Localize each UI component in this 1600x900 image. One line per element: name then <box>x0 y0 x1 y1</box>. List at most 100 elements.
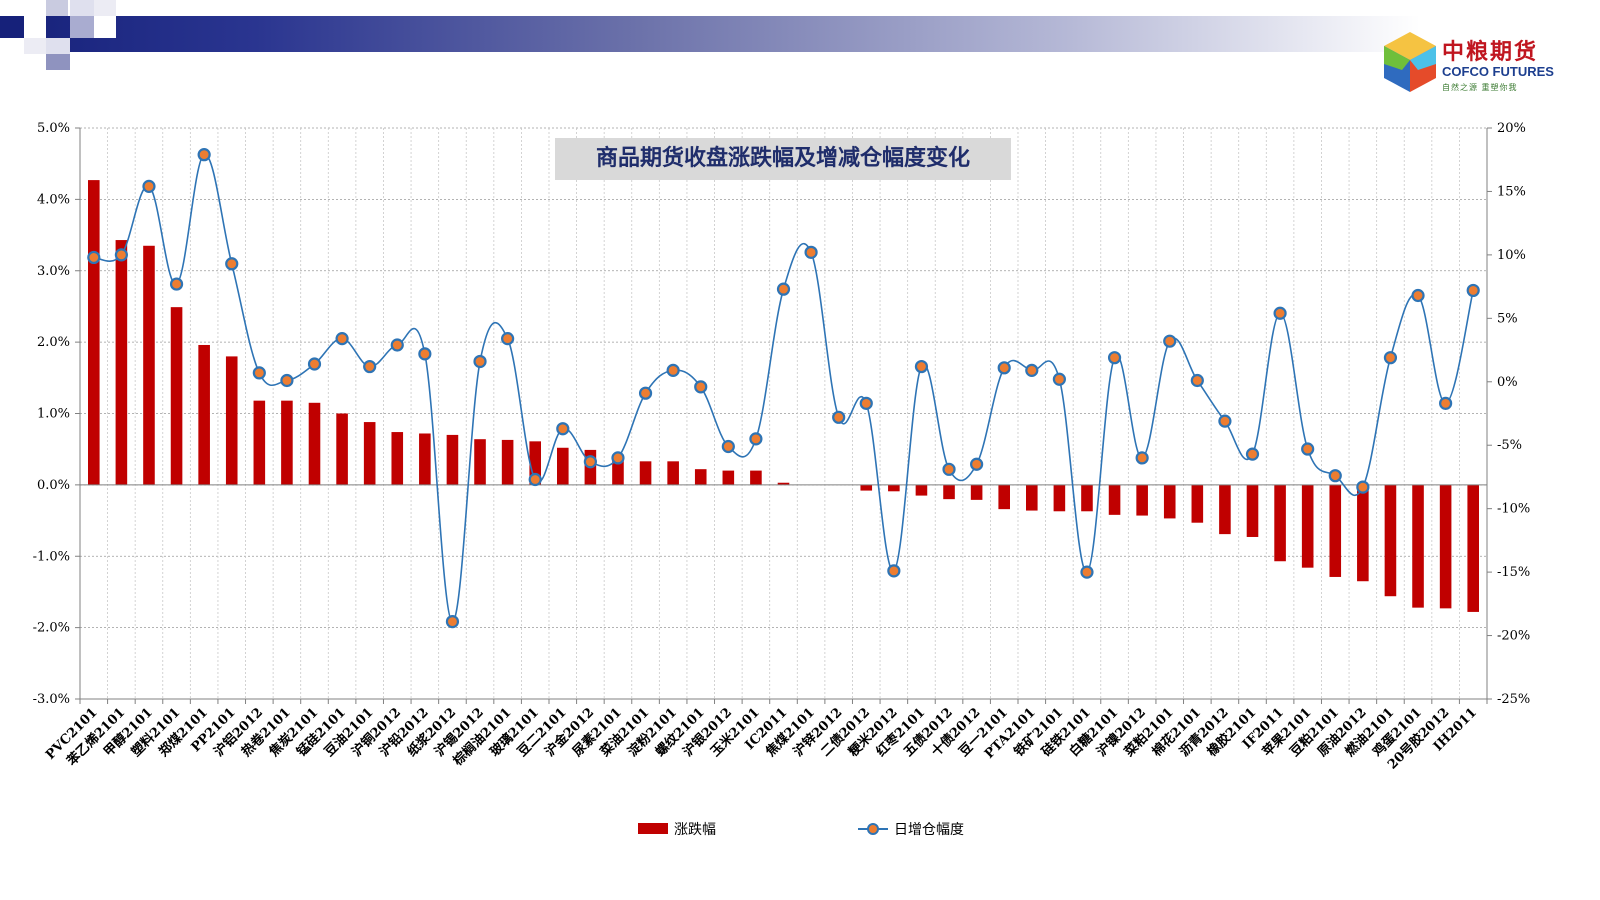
line-point <box>473 354 487 369</box>
brand-name-cn: 中粮期货 <box>1442 40 1539 65</box>
legend: 涨跌幅 日增仓幅度 <box>638 822 964 838</box>
line-point <box>1135 451 1149 465</box>
line-point <box>1466 283 1480 298</box>
bar <box>1357 484 1369 582</box>
bar <box>667 461 679 485</box>
line-point <box>169 277 184 291</box>
bar <box>1136 484 1148 516</box>
bar <box>1026 484 1038 511</box>
bar <box>501 439 514 485</box>
y-left-tick-label: 3.0% <box>37 264 70 279</box>
line-point <box>970 457 984 471</box>
legend-label-line: 日增仓幅度 <box>894 822 964 838</box>
line-point <box>1245 447 1260 461</box>
bar <box>612 454 624 485</box>
brand-slogan: 自然之源 重塑你我 <box>1442 83 1518 92</box>
line-point <box>1107 351 1122 365</box>
line-point <box>280 373 294 388</box>
bar <box>557 447 569 485</box>
line-point <box>307 357 322 371</box>
y-left-tick-label: 0.0% <box>37 478 70 493</box>
bar <box>225 356 238 485</box>
bar <box>474 439 486 485</box>
line-point <box>501 332 515 346</box>
line-point <box>611 451 625 465</box>
bar <box>446 434 459 485</box>
bar <box>1219 484 1231 535</box>
y-left-tick-label: -3.0% <box>33 692 70 707</box>
line-point <box>1190 373 1204 388</box>
line-point <box>1356 480 1370 494</box>
line-point <box>363 359 377 374</box>
line-point <box>1439 396 1453 410</box>
corner-square <box>0 16 24 38</box>
corner-square <box>24 16 46 38</box>
line-point <box>804 245 818 259</box>
legend-swatch-bar <box>638 823 668 834</box>
grid <box>80 127 1487 700</box>
corner-square <box>46 54 70 70</box>
bar <box>1108 484 1121 515</box>
bar <box>777 482 790 485</box>
line-point <box>1328 469 1342 483</box>
line-point <box>87 250 101 265</box>
bar <box>1301 484 1314 568</box>
bar <box>915 484 928 496</box>
bar <box>115 240 128 485</box>
y-right-tick-label: 15% <box>1497 184 1526 199</box>
corner-square <box>94 0 116 16</box>
bar <box>1274 484 1286 562</box>
line-point <box>225 257 239 271</box>
bar <box>1053 484 1066 512</box>
bar <box>253 400 266 485</box>
bar <box>722 470 735 485</box>
line-point <box>418 347 432 361</box>
line-point <box>721 439 735 454</box>
bar <box>281 400 293 485</box>
chart-title: 商品期货收盘涨跌幅及增减仓幅度变化 <box>595 146 970 171</box>
y-right-tick-label: -20% <box>1497 629 1530 644</box>
legend-label-bar: 涨跌幅 <box>674 822 716 838</box>
y-left-tick-label: 2.0% <box>37 335 70 350</box>
line-point <box>1273 306 1287 320</box>
bar <box>750 470 762 485</box>
cube-logo-icon <box>1384 32 1436 92</box>
brand-logo: 中粮期货 COFCO FUTURES 自然之源 重塑你我 <box>1380 28 1595 98</box>
line-point <box>1052 372 1066 386</box>
axes <box>75 127 1492 704</box>
bar <box>639 461 652 485</box>
line-point <box>528 472 542 487</box>
corner-square <box>46 38 70 54</box>
bar <box>308 402 321 485</box>
line-point <box>638 386 653 400</box>
bar <box>943 484 955 500</box>
bar <box>1439 484 1452 609</box>
line-point <box>335 332 349 346</box>
bar <box>694 469 707 485</box>
corner-square <box>70 0 94 16</box>
line-point <box>776 282 791 296</box>
bar <box>143 245 155 485</box>
bar <box>1329 484 1342 577</box>
line-point <box>1411 288 1425 303</box>
bar <box>419 433 431 485</box>
y-right-tick-label: 5% <box>1497 311 1518 326</box>
line-point <box>914 359 929 374</box>
bar <box>998 484 1010 510</box>
y-right-tick-label: 20% <box>1497 121 1526 136</box>
line-point <box>445 614 460 629</box>
y-right-tick-label: -5% <box>1497 438 1522 453</box>
line-point <box>942 462 956 476</box>
line-point <box>197 148 211 162</box>
bar <box>170 307 183 485</box>
line-point <box>1301 442 1315 456</box>
line-point <box>390 338 404 352</box>
line-point <box>1163 334 1177 348</box>
corner-square <box>46 0 68 16</box>
bar <box>1412 484 1424 608</box>
bar <box>363 422 376 485</box>
y-right-tick-label: -15% <box>1497 565 1530 580</box>
line-point <box>252 366 266 380</box>
bar <box>336 413 348 485</box>
